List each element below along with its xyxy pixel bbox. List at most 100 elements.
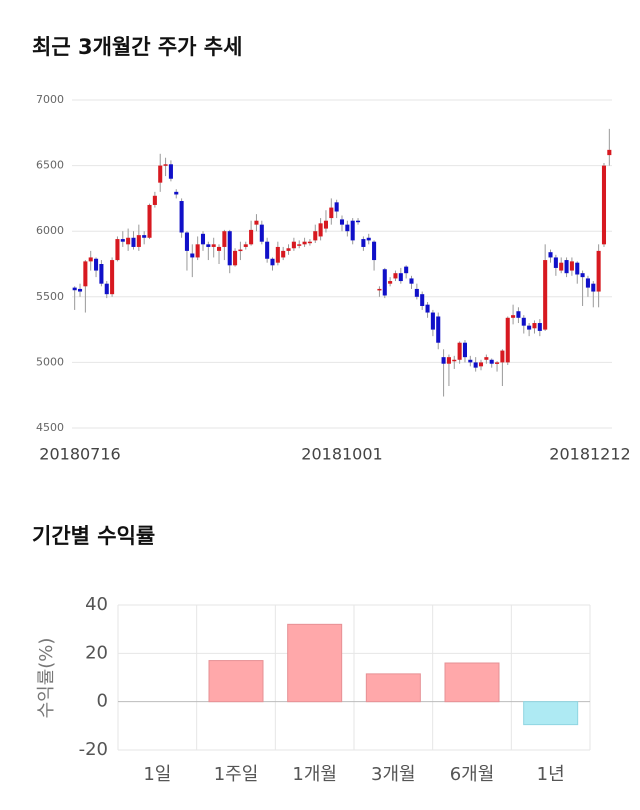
candle-body — [377, 288, 382, 291]
candle-body — [281, 250, 286, 258]
candle-body — [190, 253, 195, 258]
y-tick-label: 40 — [85, 594, 108, 615]
bar — [287, 623, 343, 703]
candle-body — [388, 281, 393, 284]
candle-body — [361, 239, 366, 247]
candle-body — [120, 239, 125, 242]
candle-body — [430, 312, 435, 330]
candle-body — [270, 258, 275, 266]
candle-body — [537, 323, 542, 331]
candle-body — [131, 237, 136, 247]
x-tick-label: 20180716 — [39, 445, 120, 464]
candle-body — [575, 262, 580, 275]
candle-body — [184, 232, 189, 251]
candle-body — [222, 231, 227, 247]
y-tick-label: 6000 — [36, 224, 64, 237]
candle-body — [307, 241, 312, 244]
candle-body — [473, 362, 478, 368]
candle-body — [521, 317, 526, 326]
x-tick-label: 20181001 — [301, 445, 382, 464]
candle-body — [409, 278, 414, 284]
candle-body — [99, 264, 104, 284]
x-tick-label: 3개월 — [371, 764, 416, 785]
candle-body — [345, 224, 350, 232]
y-tick-label: 7000 — [36, 93, 64, 106]
x-tick-label: 1주일 — [214, 764, 259, 785]
candle-body — [286, 248, 291, 251]
candle-body — [548, 252, 553, 258]
y-tick-label: 6500 — [36, 159, 64, 172]
candle-body — [249, 229, 254, 245]
candle-body — [211, 244, 216, 247]
candle-body — [580, 273, 585, 278]
x-tick-label: 1년 — [537, 764, 565, 785]
candle-body — [152, 195, 157, 205]
y-tick-label: 20 — [85, 642, 108, 663]
candle-body — [436, 316, 441, 343]
candle-body — [500, 350, 505, 363]
candle-body — [372, 241, 377, 261]
candle-body — [457, 342, 462, 360]
y-tick-label: 5000 — [36, 355, 64, 368]
candle-body — [446, 357, 451, 364]
candle-body — [243, 244, 248, 247]
y-axis-label: 수익률(%) — [36, 638, 57, 719]
candle-body — [564, 260, 569, 274]
candle-body — [553, 257, 558, 268]
candle-body — [142, 235, 147, 238]
candle-body — [478, 362, 484, 367]
candle-body — [72, 287, 77, 291]
candle-body — [420, 294, 425, 306]
candle-body — [259, 224, 264, 242]
candle-body — [104, 283, 109, 295]
candle-body — [318, 223, 323, 237]
candle-body — [179, 201, 184, 233]
candle-body — [265, 241, 270, 259]
candle-body — [495, 362, 500, 364]
candle-body — [596, 250, 601, 292]
candle-body — [291, 241, 296, 249]
candle-body — [585, 278, 590, 288]
x-tick-label: 1개월 — [292, 764, 337, 785]
candle-body — [302, 241, 307, 245]
candle-body — [275, 246, 280, 263]
bar — [523, 701, 579, 726]
bar — [208, 660, 264, 703]
candle-body — [404, 266, 409, 274]
candle-body — [227, 231, 232, 266]
y-tick-label: 5500 — [36, 290, 64, 303]
chart-title: 최근 3개월간 주가 추세 — [32, 35, 242, 59]
candle-body — [601, 165, 607, 245]
candle-body — [441, 357, 446, 364]
candle-body — [527, 325, 532, 330]
candle-body — [559, 262, 564, 271]
candle-body — [147, 204, 152, 238]
candle-body — [254, 220, 259, 225]
candle-body — [382, 269, 387, 296]
x-tick-label: 6개월 — [450, 764, 495, 785]
candle-body — [532, 323, 537, 329]
candle-body — [462, 342, 468, 358]
candle-body — [238, 249, 243, 252]
candle-body — [313, 231, 318, 241]
candle-body — [569, 261, 574, 271]
candle-body — [77, 288, 83, 292]
candle-body — [174, 191, 179, 195]
candle-body — [136, 235, 141, 247]
candle-body — [94, 258, 99, 271]
chart-title: 기간별 수익률 — [32, 524, 155, 548]
candle-body — [511, 315, 516, 318]
candle-body — [158, 165, 163, 183]
candle-body — [216, 246, 222, 251]
candle-body — [356, 220, 361, 223]
y-tick-label: 0 — [97, 691, 108, 712]
candle-body — [505, 317, 510, 363]
candle-body — [200, 233, 206, 245]
candle-body — [297, 244, 302, 246]
candle-body — [516, 311, 521, 318]
candle-body — [126, 237, 131, 245]
candle-body — [323, 220, 328, 229]
candle-body — [233, 250, 238, 266]
candle-body — [206, 244, 211, 247]
